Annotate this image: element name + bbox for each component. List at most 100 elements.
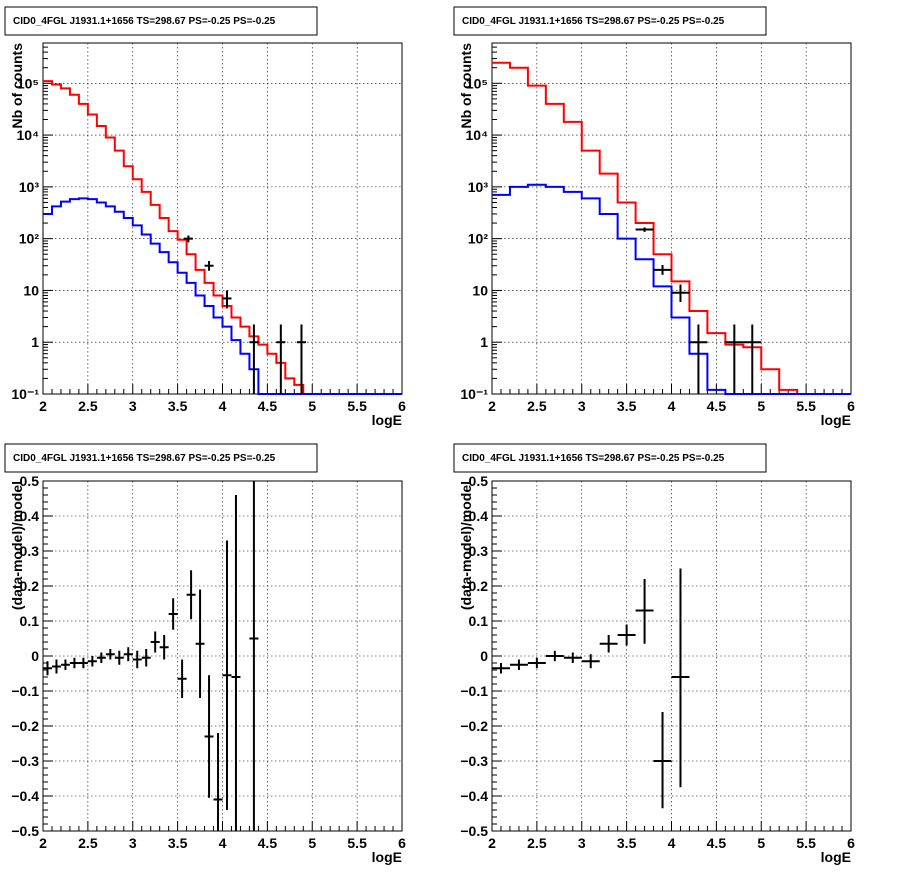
x-tick-label: 3 (578, 835, 586, 851)
data-point (249, 481, 259, 831)
x-tick-label: 6 (847, 835, 855, 851)
x-tick-label: 2.5 (78, 398, 98, 414)
y-tick-label: 0.4 (20, 508, 40, 524)
data-point (105, 649, 115, 660)
x-tick-label: 3.5 (168, 398, 188, 414)
x-tick-label: 4 (668, 398, 676, 414)
data-point (183, 235, 193, 243)
data-point (204, 261, 214, 271)
title-box (453, 443, 767, 473)
y-tick-label: 0 (31, 648, 39, 664)
x-tick-label: 3 (129, 835, 137, 851)
x-tick-label: 3.5 (168, 835, 188, 851)
x-tick-label: 2 (488, 398, 496, 414)
x-tick-label: 5.5 (796, 398, 816, 414)
data-point (177, 659, 187, 698)
plot-frame (491, 42, 852, 395)
y-tick-label: −0.5 (460, 823, 488, 839)
x-axis-label: logE (372, 849, 402, 865)
y-tick-label: 0.3 (469, 543, 489, 559)
title-box (4, 443, 318, 473)
plot-frame (42, 480, 403, 832)
data-point (527, 657, 546, 669)
x-tick-label: 2.5 (78, 835, 98, 851)
x-tick-label: 4 (219, 398, 227, 414)
x-tick-label: 4.5 (258, 398, 278, 414)
chart-title: CID0_4FGL J1931.1+1656 TS=298.67 PS=-0.2… (462, 16, 725, 27)
y-axis-label: (data-model)/model (9, 481, 25, 610)
data-point (132, 650, 142, 669)
y-tick-label: 0.3 (20, 543, 40, 559)
y-tick-label: 10 (472, 282, 488, 298)
chart-panel-3: CID0_4FGL J1931.1+1656 TS=298.67 PS=-0.2… (4, 443, 406, 865)
y-tick-label: 10⁵ (466, 75, 488, 91)
x-tick-label: 4 (668, 835, 676, 851)
x-tick-label: 2 (39, 398, 47, 414)
x-tick-label: 5 (757, 398, 765, 414)
data-point (689, 324, 708, 394)
data-point (231, 495, 241, 831)
y-axis-label: (data-model)/model (458, 481, 474, 610)
y-tick-label: 10³ (468, 179, 489, 195)
x-tick-label: 3 (578, 398, 586, 414)
data-point (87, 656, 97, 667)
x-tick-label: 5.5 (347, 835, 367, 851)
data-point (168, 598, 178, 630)
chart-panel-4: CID0_4FGL J1931.1+1656 TS=298.67 PS=-0.2… (453, 443, 855, 865)
x-tick-label: 5.5 (347, 398, 367, 414)
y-tick-label: 0.1 (20, 613, 40, 629)
x-tick-label: 5 (757, 835, 765, 851)
x-tick-label: 2 (39, 835, 47, 851)
plot-frame (42, 42, 403, 395)
x-tick-label: 6 (398, 835, 406, 851)
y-tick-label: −0.1 (460, 683, 488, 699)
data-point (635, 579, 654, 644)
chart-panel-1: CID0_4FGL J1931.1+1656 TS=298.67 PS=-0.2… (4, 6, 406, 428)
y-tick-label: −0.3 (11, 753, 39, 769)
y-axis-label: Nb of counts (458, 43, 474, 129)
x-tick-label: 3.5 (617, 398, 637, 414)
y-axis-label: Nb of counts (9, 43, 25, 129)
data-point (653, 712, 672, 809)
x-tick-label: 2.5 (527, 835, 547, 851)
data-point (60, 659, 70, 670)
data-point (159, 635, 169, 660)
data-point (599, 635, 618, 653)
x-tick-label: 6 (847, 398, 855, 414)
y-tick-label: 0.1 (469, 613, 489, 629)
data-point (545, 650, 564, 662)
series-step-line-2 (43, 197, 402, 395)
x-tick-label: 4.5 (707, 835, 727, 851)
y-tick-label: 10⁻¹ (460, 386, 488, 402)
y-tick-label: −0.4 (460, 788, 488, 804)
x-axis-label: logE (821, 412, 851, 428)
data-point (635, 227, 654, 232)
data-point (204, 675, 214, 798)
x-tick-label: 2 (488, 835, 496, 851)
data-point (653, 264, 672, 275)
y-tick-label: 10⁻¹ (11, 386, 39, 402)
y-tick-label: 10⁴ (17, 127, 40, 143)
data-point (492, 663, 510, 674)
data-point (296, 324, 306, 394)
data-point (222, 540, 232, 810)
data-point (51, 659, 61, 674)
y-tick-label: 10² (468, 231, 489, 247)
data-point (78, 657, 88, 669)
x-tick-label: 2.5 (527, 398, 547, 414)
y-tick-label: 10⁴ (466, 127, 489, 143)
y-tick-label: 10 (23, 282, 39, 298)
x-tick-label: 3.5 (617, 835, 637, 851)
x-tick-label: 5.5 (796, 835, 816, 851)
y-tick-label: 1 (480, 334, 488, 350)
data-point (725, 324, 744, 394)
y-tick-label: −0.3 (460, 753, 488, 769)
y-tick-label: 1 (31, 334, 39, 350)
data-point (123, 647, 133, 662)
y-tick-label: 10⁵ (17, 75, 39, 91)
data-point (581, 654, 600, 669)
y-tick-label: 0.2 (20, 578, 40, 594)
data-point (249, 324, 259, 394)
y-tick-label: −0.1 (11, 683, 39, 699)
